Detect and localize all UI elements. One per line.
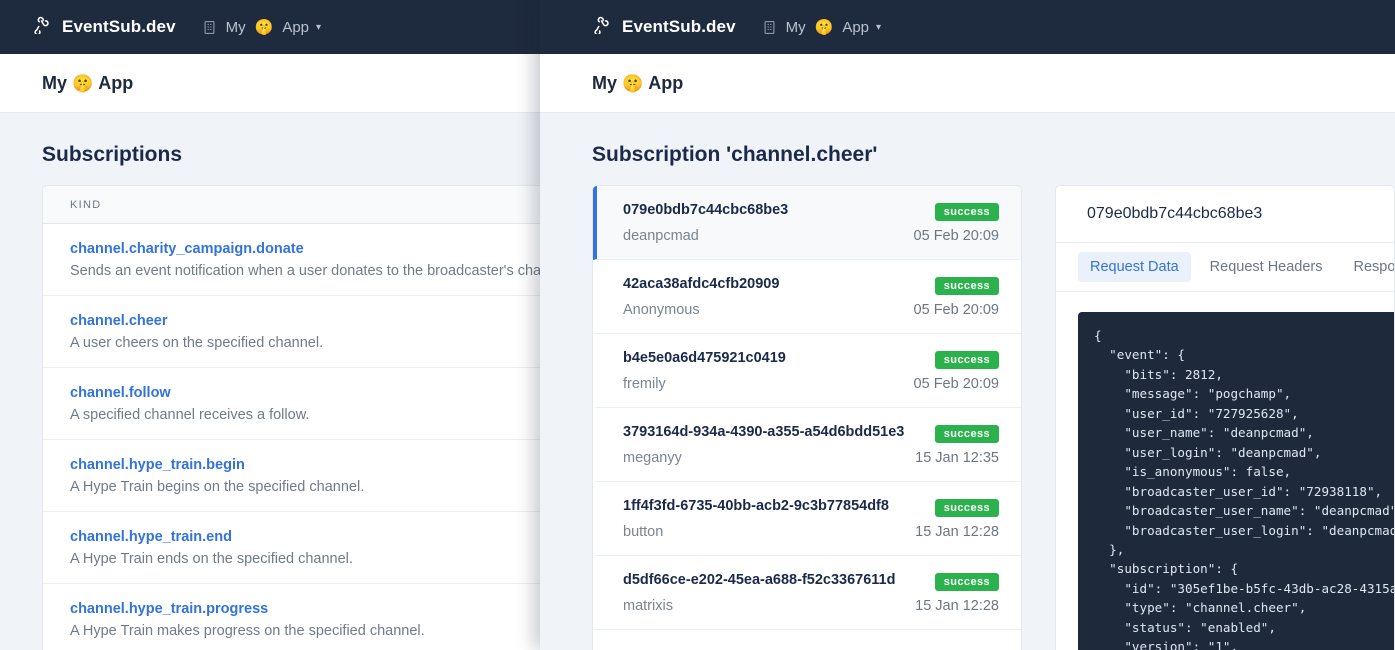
brand-name: EventSub.dev xyxy=(622,17,736,36)
detail-event-id: 079e0bdb7c44cbc68be3 xyxy=(1056,186,1394,243)
subscription-kind-link[interactable]: channel.charity_campaign.donate xyxy=(70,241,304,257)
status-badge: success xyxy=(934,277,999,295)
table-row[interactable]: channel.hype_train.progress A Hype Train… xyxy=(43,584,1394,650)
list-item[interactable]: 42aca38afdc4cfb20909 success Anonymous 0… xyxy=(593,260,1021,334)
event-list: 079e0bdb7c44cbc68be3 success deanpcmad 0… xyxy=(592,185,1022,650)
subbar-suffix: App xyxy=(648,72,684,93)
page-title: Subscriptions xyxy=(42,143,183,166)
event-user: button xyxy=(623,524,664,540)
list-item[interactable]: d5df66ce-e202-45ea-a688-f52c3367611d suc… xyxy=(593,556,1021,630)
status-badge: success xyxy=(934,351,999,369)
nav-app-prefix: My xyxy=(225,18,246,36)
nav-app-suffix: App xyxy=(282,18,310,36)
detail-tabs: Request Data Request Headers Response Da… xyxy=(1056,243,1394,292)
building-icon xyxy=(202,19,217,36)
subscription-kind-link[interactable]: channel.hype_train.begin xyxy=(70,457,245,473)
brand-link[interactable]: EventSub.dev xyxy=(592,15,736,39)
list-item[interactable]: b4e5e0a6d475921c0419 success fremily 05 … xyxy=(593,334,1021,408)
event-user: fremily xyxy=(623,376,666,392)
status-badge: success xyxy=(934,573,999,591)
event-id: 3793164d-934a-4390-a355-a54d6bdd51e3 xyxy=(623,424,905,440)
event-user: deanpcmad xyxy=(623,228,699,244)
subbar-emoji-icon: 🤫 xyxy=(622,73,644,93)
foreground-page-header: Subscription 'channel.cheer' xyxy=(540,113,1395,185)
subscription-kind-description: A specified channel receives a follow. xyxy=(70,407,310,423)
brand-name: EventSub.dev xyxy=(62,17,176,36)
chevron-down-icon: ▾ xyxy=(876,21,882,33)
event-time: 05 Feb 20:09 xyxy=(913,376,999,392)
subscription-kind-description: A Hype Train makes progress on the speci… xyxy=(70,623,425,639)
event-id: 42aca38afdc4cfb20909 xyxy=(623,276,780,292)
tab-request-headers[interactable]: Request Headers xyxy=(1209,259,1323,275)
foreground-app-subbar: My 🤫 App xyxy=(540,54,1395,113)
app-emoji-icon: 🤫 xyxy=(254,18,274,36)
tab-request-data[interactable]: Request Data xyxy=(1078,252,1191,282)
subscription-kind-description: Sends an event notification when a user … xyxy=(70,263,572,279)
tab-response-data[interactable]: Response Data xyxy=(1353,259,1395,275)
subscription-kind-link[interactable]: channel.hype_train.end xyxy=(70,529,232,545)
subscription-kind-link[interactable]: channel.follow xyxy=(70,385,171,401)
event-id: 079e0bdb7c44cbc68be3 xyxy=(623,202,789,218)
event-time: 15 Jan 12:28 xyxy=(915,598,999,614)
status-badge: success xyxy=(934,425,999,443)
event-time: 05 Feb 20:09 xyxy=(913,228,999,244)
event-user: Anonymous xyxy=(623,302,700,318)
status-badge: success xyxy=(934,203,999,221)
brand-link[interactable]: EventSub.dev xyxy=(32,15,176,39)
event-user: meganyy xyxy=(623,450,682,466)
event-id: 1ff4f3fd-6735-40bb-acb2-9c3b77854df8 xyxy=(623,498,889,514)
building-icon xyxy=(762,19,777,36)
background-page-header: Subscriptions xyxy=(0,113,1395,185)
foreground-navbar: EventSub.dev My 🤫 App ▾ xyxy=(540,0,1395,54)
app-emoji-icon: 🤫 xyxy=(814,18,834,36)
nav-app-prefix: My xyxy=(785,18,806,36)
foreground-app-window: EventSub.dev My 🤫 App ▾ My 🤫 App Subscri… xyxy=(540,0,1395,650)
event-time: 15 Jan 12:35 xyxy=(915,450,999,466)
nav-app-selector[interactable]: My 🤫 App ▾ xyxy=(202,19,321,36)
subscription-kind-link[interactable]: channel.cheer xyxy=(70,313,168,329)
subbar-prefix: My xyxy=(592,72,618,93)
webhook-icon xyxy=(592,15,611,39)
event-time: 05 Feb 20:09 xyxy=(913,302,999,318)
subscription-kind-description: A user cheers on the specified channel. xyxy=(70,335,324,351)
event-detail-panel: 079e0bdb7c44cbc68be3 Request Data Reques… xyxy=(1055,185,1395,650)
list-item[interactable]: 1ff4f3fd-6735-40bb-acb2-9c3b77854df8 suc… xyxy=(593,482,1021,556)
subscription-kind-description: A Hype Train ends on the specified chann… xyxy=(70,551,353,567)
event-id: d5df66ce-e202-45ea-a688-f52c3367611d xyxy=(623,572,896,588)
request-data-code-block: { "event": { "bits": 2812, "message": "p… xyxy=(1078,312,1394,650)
event-user: matrixis xyxy=(623,598,673,614)
status-badge: success xyxy=(934,499,999,517)
subbar-prefix: My xyxy=(42,72,68,93)
webhook-icon xyxy=(32,15,51,39)
subbar-emoji-icon: 🤫 xyxy=(72,73,94,93)
event-time: 15 Jan 12:28 xyxy=(915,524,999,540)
nav-app-selector[interactable]: My 🤫 App ▾ xyxy=(762,19,881,36)
foreground-body: 079e0bdb7c44cbc68be3 success deanpcmad 0… xyxy=(540,185,1395,650)
list-item[interactable]: 3793164d-934a-4390-a355-a54d6bdd51e3 suc… xyxy=(593,408,1021,482)
subscription-kind-description: A Hype Train begins on the specified cha… xyxy=(70,479,365,495)
chevron-down-icon: ▾ xyxy=(316,21,322,33)
subscription-page-title: Subscription 'channel.cheer' xyxy=(592,143,878,166)
nav-app-suffix: App xyxy=(842,18,870,36)
list-item[interactable]: 079e0bdb7c44cbc68be3 success deanpcmad 0… xyxy=(593,186,1021,260)
subbar-suffix: App xyxy=(98,72,134,93)
event-id: b4e5e0a6d475921c0419 xyxy=(623,350,786,366)
subscription-kind-link[interactable]: channel.hype_train.progress xyxy=(70,601,269,617)
